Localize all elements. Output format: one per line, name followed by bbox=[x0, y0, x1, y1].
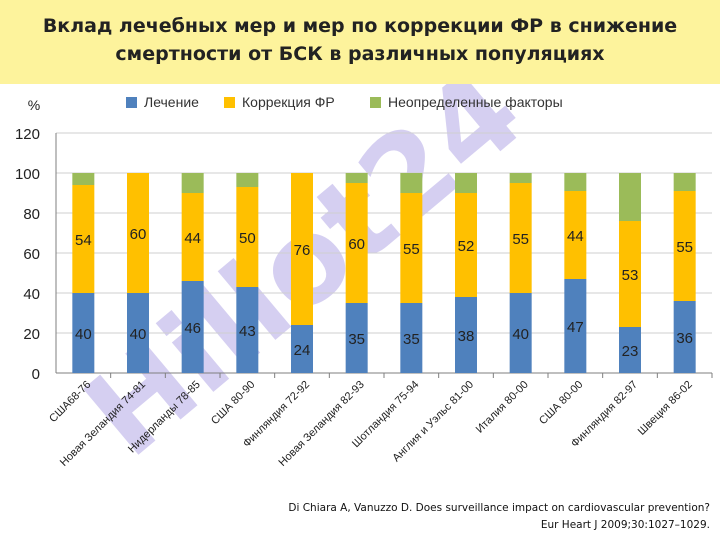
x-tick-label: США 80-00 bbox=[537, 379, 585, 427]
bar-segment bbox=[564, 173, 587, 191]
bar-segment bbox=[291, 173, 313, 325]
bar-segment bbox=[455, 193, 477, 297]
bar-segment bbox=[72, 173, 95, 185]
bar-segment bbox=[236, 173, 259, 187]
data-label: 36 bbox=[676, 330, 693, 347]
x-tick-label: Швеция 86-02 bbox=[636, 379, 695, 438]
data-label: 47 bbox=[567, 319, 584, 336]
bar-segment bbox=[127, 293, 149, 373]
data-label: 60 bbox=[348, 236, 365, 253]
source-line-1: Di Chiara A, Vanuzzo D. Does surveillanc… bbox=[288, 502, 710, 514]
bar-segment bbox=[619, 221, 641, 327]
title-line-2: смертности от БСК в различных популяциях bbox=[115, 43, 605, 65]
y-axis-label: % bbox=[28, 97, 40, 113]
bar-segment bbox=[181, 281, 204, 373]
data-label: 46 bbox=[184, 320, 201, 337]
data-label: 52 bbox=[458, 238, 475, 255]
data-label: 43 bbox=[239, 323, 256, 340]
bar-segment bbox=[345, 173, 368, 183]
data-label: 40 bbox=[75, 326, 92, 343]
data-label: 44 bbox=[567, 228, 584, 245]
bar-segment bbox=[673, 191, 696, 301]
data-label: 44 bbox=[184, 230, 201, 247]
data-label: 76 bbox=[294, 242, 311, 259]
bar-segment bbox=[345, 183, 368, 303]
legend-label: Лечение bbox=[144, 94, 199, 110]
title-band bbox=[0, 0, 720, 84]
bar-segment bbox=[291, 325, 313, 373]
data-label: 38 bbox=[458, 328, 475, 345]
bar-segment bbox=[345, 303, 368, 373]
y-tick-label: 60 bbox=[23, 246, 40, 263]
data-label: 54 bbox=[75, 232, 92, 249]
bar-segment bbox=[236, 187, 259, 287]
bar-segment bbox=[72, 293, 95, 373]
title-line-1: Вклад лечебных мер и мер по коррекции ФР… bbox=[42, 15, 678, 37]
legend-swatch bbox=[126, 97, 137, 108]
data-label: 40 bbox=[130, 326, 147, 343]
data-label: 55 bbox=[512, 231, 529, 248]
data-label: 23 bbox=[622, 343, 639, 360]
y-tick-label: 120 bbox=[15, 126, 40, 143]
bar-segment bbox=[673, 173, 696, 191]
bar-segment bbox=[236, 287, 259, 373]
data-label: 35 bbox=[348, 331, 365, 348]
bar-segment bbox=[400, 193, 423, 303]
data-label: 40 bbox=[512, 326, 529, 343]
data-label: 24 bbox=[294, 342, 311, 359]
data-label: 50 bbox=[239, 230, 256, 247]
y-tick-label: 80 bbox=[23, 206, 40, 223]
bar-segment bbox=[619, 173, 641, 221]
bar-segment bbox=[509, 173, 532, 183]
y-tick-label: 0 bbox=[32, 366, 40, 383]
bar-segment bbox=[564, 279, 587, 373]
source-citation: Di Chiara A, Vanuzzo D. Does surveillanc… bbox=[190, 500, 710, 534]
y-tick-label: 40 bbox=[23, 286, 40, 303]
y-tick-label: 100 bbox=[15, 166, 40, 183]
source-line-2: Eur Heart J 2009;30:1027–1029. bbox=[540, 519, 710, 531]
legend-swatch bbox=[370, 97, 381, 108]
slide-title: Вклад лечебных мер и мер по коррекции ФР… bbox=[20, 12, 700, 68]
bar-segment bbox=[400, 173, 423, 193]
legend-label: Коррекция ФР bbox=[242, 94, 335, 110]
data-label: 53 bbox=[622, 267, 639, 284]
legend-swatch bbox=[224, 97, 235, 108]
y-tick-label: 20 bbox=[23, 326, 40, 343]
bar-segment bbox=[619, 327, 641, 373]
bar-segment bbox=[181, 173, 204, 193]
data-label: 55 bbox=[676, 239, 693, 256]
data-label: 55 bbox=[403, 241, 420, 258]
legend-label: Неопределенные факторы bbox=[388, 94, 563, 110]
data-label: 60 bbox=[130, 226, 147, 243]
bar-segment bbox=[455, 297, 477, 373]
bar-segment bbox=[509, 293, 532, 373]
x-tick-label: Италия 80-00 bbox=[474, 379, 531, 436]
bar-segment bbox=[181, 193, 204, 281]
bar-segment bbox=[72, 185, 95, 293]
bar-segment bbox=[673, 301, 696, 373]
bar-segment bbox=[509, 183, 532, 293]
bar-segment bbox=[400, 303, 423, 373]
bar-segment bbox=[127, 173, 149, 293]
data-label: 35 bbox=[403, 331, 420, 348]
bar-segment bbox=[455, 173, 477, 193]
bar-segment bbox=[564, 191, 587, 279]
